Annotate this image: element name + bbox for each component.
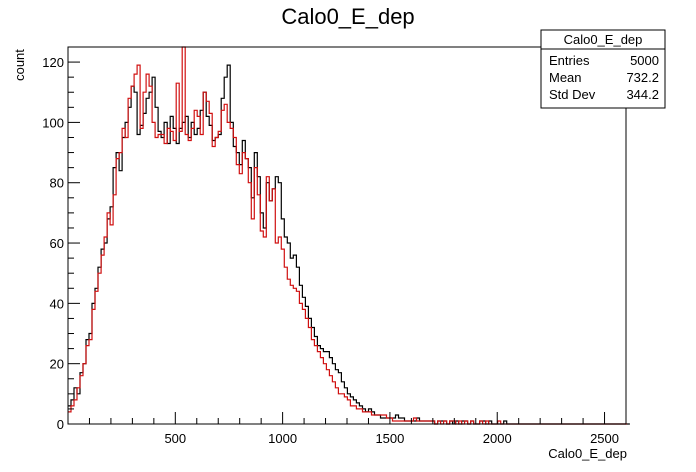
y-tick-label: 100	[42, 115, 64, 130]
x-tick-label: 500	[164, 431, 186, 446]
x-tick-label: 2000	[483, 431, 512, 446]
y-tick-label: 20	[50, 357, 64, 372]
x-tick-label: 2500	[590, 431, 619, 446]
histogram-series-0	[68, 64, 630, 425]
plot-frame	[67, 46, 627, 425]
axis-ticks: 500 1000 1500 2000 2500 0 20 40 60 80 100 120	[42, 46, 619, 446]
stats-entries-label: Entries	[549, 53, 590, 68]
stats-box-frame	[540, 29, 666, 109]
y-axis-label: count	[12, 49, 27, 81]
x-axis-label: Calo0_E_dep	[548, 446, 627, 461]
x-tick-label: 1500	[375, 431, 404, 446]
y-tick-label: 40	[50, 296, 64, 311]
y-tick-label: 0	[57, 417, 64, 432]
chart-title: Calo0_E_dep	[281, 4, 414, 29]
histogram-series-1	[68, 46, 627, 425]
y-tick-label: 120	[42, 55, 64, 70]
stats-box: Calo0_E_dep Entries 5000 Mean 732.2 Std …	[540, 29, 666, 109]
stats-stddev-value: 344.2	[626, 87, 659, 102]
y-tick-label: 80	[50, 176, 64, 191]
stats-mean-value: 732.2	[626, 70, 659, 85]
stats-entries-value: 5000	[630, 53, 659, 68]
stats-stddev-label: Std Dev	[549, 87, 596, 102]
x-tick-label: 1000	[268, 431, 297, 446]
histogram-lines	[68, 46, 630, 425]
stats-mean-label: Mean	[549, 70, 582, 85]
y-tick-label: 60	[50, 236, 64, 251]
stats-box-title: Calo0_E_dep	[564, 32, 643, 47]
